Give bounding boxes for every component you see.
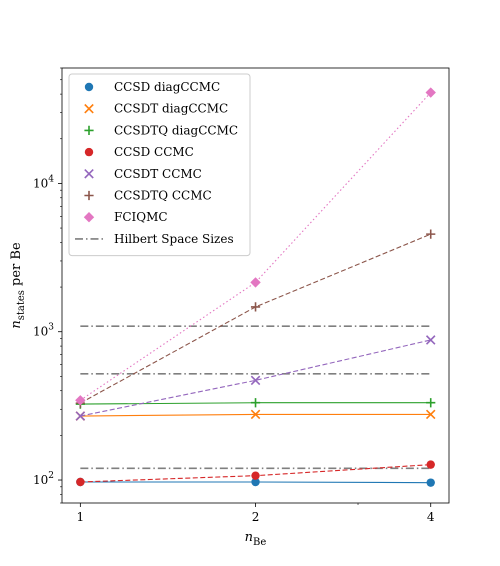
x-tick-label-2: 2 [252, 510, 260, 524]
point-ccsdtq-ccmc-3 [426, 229, 436, 239]
legend-label-fciqmc: FCIQMC [114, 210, 168, 224]
legend-label-ccsdt-diagccmc: CCSDT diagCCMC [114, 102, 228, 116]
y-axis-label-sub: states [16, 290, 27, 320]
legend-label-ccsd-ccmc: CCSD CCMC [114, 145, 194, 159]
legend-marker-ccsdt-diagccmc [84, 103, 94, 114]
point-ccsd-diagccmc-2 [251, 477, 260, 487]
axis-ticks: 1 2 4 102 103 104 [33, 67, 435, 524]
legend-label-ccsdtq-diagccmc: CCSDTQ diagCCMC [114, 123, 238, 137]
point-ccsdt-ccmc-1 [75, 411, 86, 421]
legend-label-hilbert-space-sizes: Hilbert Space Sizes [114, 232, 234, 246]
legend-label-ccsd-diagccmc: CCSD diagCCMC [114, 80, 220, 94]
x-tick-label-4: 4 [427, 510, 435, 524]
legend-marker-ccsdtq-ccmc [84, 190, 94, 201]
x-axis-label-sub: Be [253, 537, 266, 548]
point-ccsd-diagccmc-3 [426, 478, 435, 487]
y-tick-label-1000: 103 [33, 323, 54, 339]
x-axis-label-main: n [245, 530, 253, 545]
point-ccsdt-diagccmc-2 [250, 409, 261, 420]
y-tick-label-100: 102 [33, 471, 54, 487]
y-axis-label-suffix: per Be [9, 242, 24, 290]
legend-marker-fciqmc [83, 212, 95, 223]
legend-marker-ccsd-diagccmc [84, 82, 94, 92]
legend-marker-ccsdt-ccmc [84, 169, 94, 179]
point-ccsdt-ccmc-2 [250, 375, 261, 386]
legend: CCSD diagCCMC CCSDT diagCCMC CCSDTQ diagCC… [68, 73, 251, 257]
legend-label-ccsdtq-ccmc: CCSDTQ CCMC [114, 189, 212, 203]
point-ccsd-ccmc-2 [251, 471, 260, 480]
plot-layer [75, 87, 436, 487]
y-axis-label-main: n [9, 320, 24, 328]
point-ccsd-ccmc-1 [76, 477, 85, 487]
point-ccsdt-diagccmc-3 [425, 409, 436, 420]
point-ccsdtq-ccmc-2 [250, 302, 261, 312]
point-fciqmc-1 [75, 395, 86, 406]
x-tick-label-1: 1 [77, 510, 85, 524]
point-fciqmc-3 [425, 87, 436, 98]
x-axis-label: nBe [245, 530, 267, 548]
legend-marker-ccsdtq-diagccmc [84, 125, 94, 135]
point-ccsd-ccmc-3 [426, 460, 435, 469]
legend-marker-ccsd-ccmc [84, 147, 94, 157]
point-ccsdtq-diagccmc-3 [426, 398, 436, 408]
legend-label-ccsdt-ccmc: CCSDT CCMC [114, 167, 202, 181]
series-line-ccsdtq-ccmc [80, 233, 431, 404]
point-ccsdt-ccmc-3 [425, 335, 436, 345]
point-ccsdtq-diagccmc-2 [250, 398, 261, 408]
y-tick-label-10000: 104 [33, 174, 54, 190]
y-axis-label: nstates per Be [9, 242, 27, 329]
legend-box [68, 73, 251, 257]
point-fciqmc-2 [250, 277, 261, 288]
